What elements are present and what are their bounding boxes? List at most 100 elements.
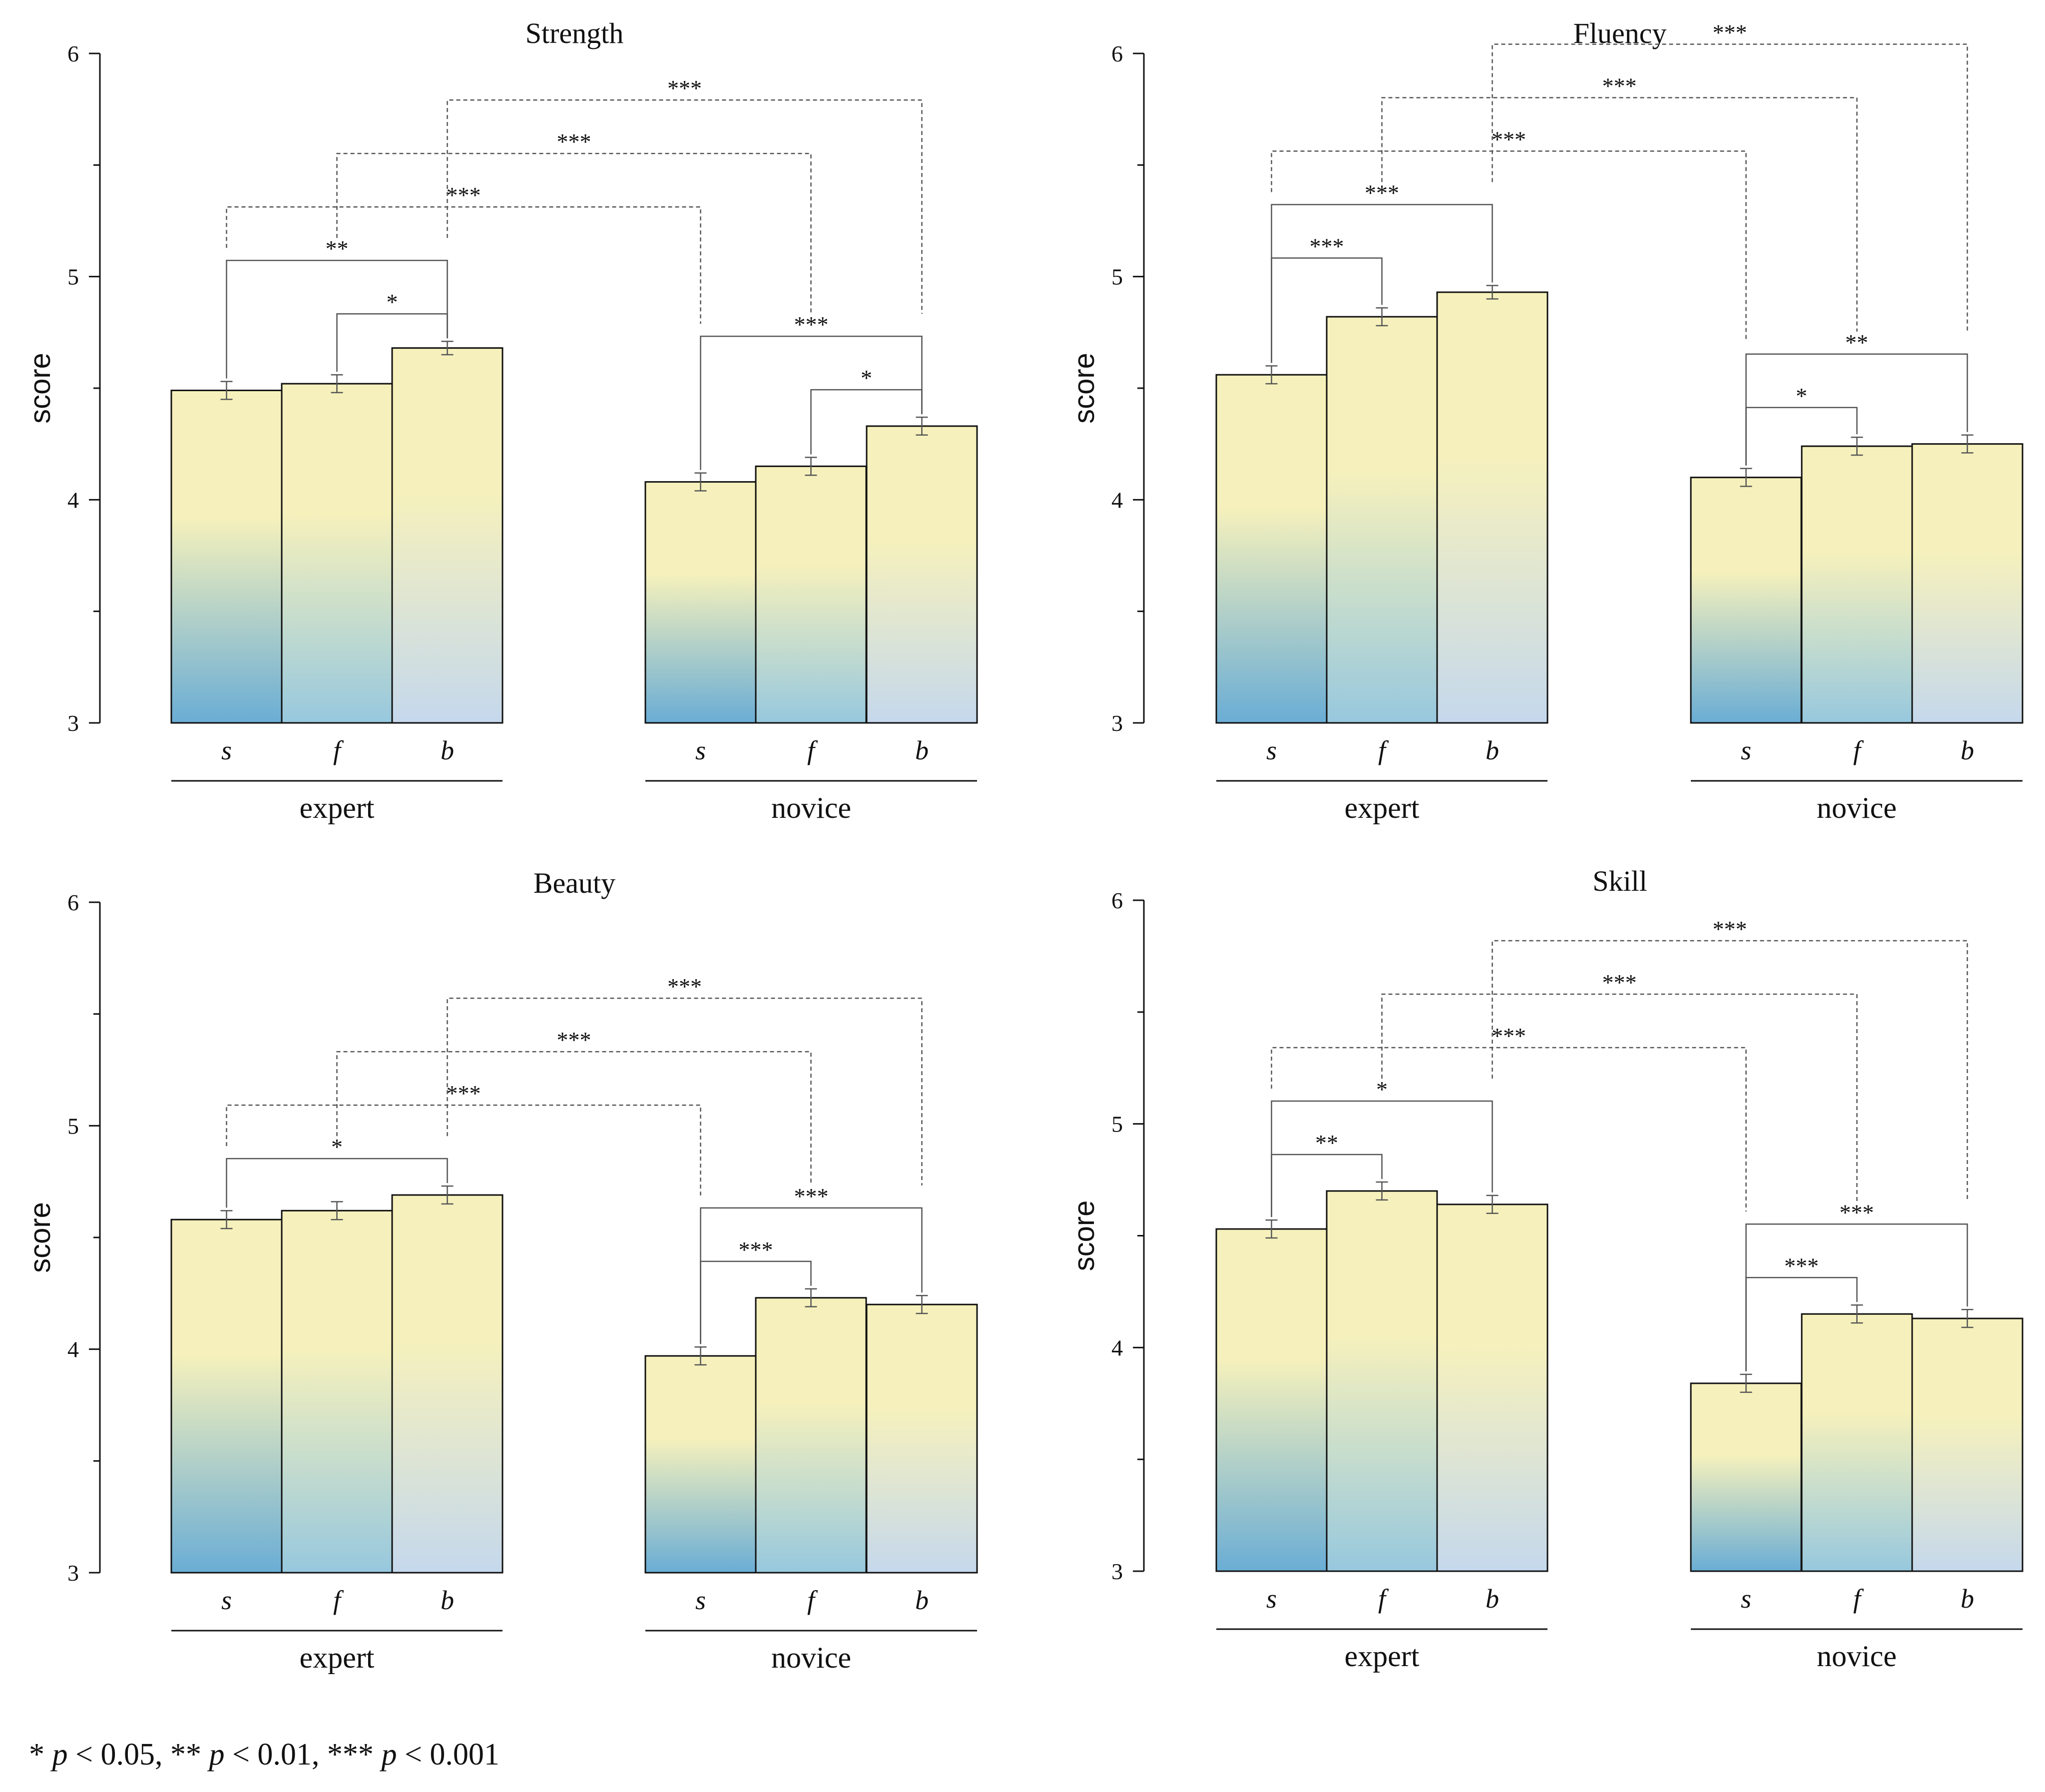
bar-expert-b (391, 1194, 504, 1574)
bar-novice-b (866, 425, 978, 724)
bar-expert-s (1215, 1228, 1328, 1572)
bar-expert-b (1436, 1203, 1548, 1572)
bar-expert-s (1215, 374, 1328, 724)
bar-expert-f (1326, 1190, 1438, 1572)
between-group-bracket (1492, 940, 1968, 1202)
y-tick-label: 6 (67, 890, 79, 915)
significance-stars: *** (1784, 1253, 1819, 1278)
bar-expert-b (1436, 291, 1548, 724)
panel-title: Strength (525, 17, 624, 49)
y-tick-label: 3 (67, 1560, 79, 1586)
between-group-bracket (447, 997, 923, 1186)
category-label: f (1378, 735, 1389, 765)
y-tick-label: 5 (67, 264, 79, 290)
within-group-bracket (1745, 1223, 1968, 1372)
y-tick-label: 3 (1111, 710, 1123, 736)
between-group-bracket (1271, 1047, 1747, 1212)
category-label: f (1378, 1584, 1389, 1614)
significance-stars: *** (447, 1081, 481, 1106)
between-group-bracket (226, 206, 701, 324)
bar-novice-b (866, 1303, 978, 1574)
bar-expert-s (170, 389, 283, 724)
category-label: b (1961, 1584, 1974, 1614)
significance-stars: *** (557, 1027, 591, 1053)
bar-expert-f (1326, 316, 1438, 724)
within-group-bracket (700, 335, 923, 470)
between-group-bracket (1381, 97, 1858, 332)
group-label: novice (1817, 1640, 1897, 1673)
significance-stars: * (861, 365, 872, 391)
bar-novice-s (1690, 477, 1802, 724)
bar-expert-f (281, 1209, 393, 1574)
between-group-bracket (336, 1051, 812, 1186)
significance-stars: *** (1492, 1023, 1526, 1049)
group-label: expert (300, 791, 375, 824)
bar-expert-s (170, 1218, 283, 1574)
between-group-bracket (1492, 43, 1968, 332)
significance-stars: *** (739, 1237, 773, 1262)
between-group-bracket (336, 152, 812, 314)
bar-expert-f (281, 383, 393, 724)
significance-stars: *** (1365, 180, 1399, 206)
category-label: f (333, 1585, 344, 1615)
bar-novice-f (755, 465, 867, 724)
group-label: novice (771, 1641, 851, 1674)
y-tick-label: 5 (67, 1113, 79, 1139)
category-label: f (333, 735, 344, 765)
category-label: s (1741, 735, 1751, 765)
y-axis-label: score (24, 1202, 56, 1273)
category-label: s (221, 735, 232, 765)
category-label: s (695, 1585, 706, 1615)
significance-stars: * (331, 1134, 343, 1160)
significance-stars: * (1376, 1077, 1388, 1102)
between-group-bracket (1271, 150, 1747, 342)
category-label: b (1961, 735, 1974, 765)
panel-title: Skill (1592, 865, 1647, 897)
category-label: f (1853, 735, 1864, 765)
significance-stars: * (1796, 383, 1807, 409)
y-tick-label: 6 (1111, 41, 1123, 66)
category-label: f (807, 1585, 818, 1615)
category-label: b (441, 1585, 454, 1615)
y-tick-label: 3 (1111, 1559, 1123, 1584)
within-group-bracket (1271, 204, 1493, 363)
within-group-bracket (700, 1207, 923, 1344)
significance-stars: *** (667, 974, 702, 999)
category-label: f (807, 735, 818, 765)
significance-stars: ** (1315, 1130, 1338, 1156)
category-label: b (915, 1585, 929, 1615)
bar-novice-b (1911, 1317, 2024, 1572)
significance-stars: *** (1602, 970, 1637, 995)
y-tick-label: 4 (1111, 1335, 1123, 1360)
category-label: b (915, 735, 929, 765)
panel-title: Beauty (533, 867, 615, 899)
significance-stars: *** (447, 182, 481, 208)
category-label: b (441, 735, 454, 765)
within-group-bracket (226, 259, 448, 379)
significance-stars: *** (1713, 20, 1747, 45)
y-tick-label: 3 (67, 710, 79, 736)
significance-stars: *** (1840, 1199, 1874, 1225)
bar-novice-s (644, 481, 757, 724)
within-group-bracket (1271, 1100, 1493, 1217)
category-label: s (1266, 1584, 1277, 1614)
category-label: s (1266, 735, 1277, 765)
significance-stars: ** (1845, 330, 1868, 355)
group-label: expert (1345, 791, 1420, 824)
y-tick-label: 4 (67, 1337, 79, 1362)
group-label: expert (1345, 1640, 1420, 1673)
bar-novice-s (644, 1355, 757, 1574)
significance-footnote: * p < 0.05, ** p < 0.01, *** p < 0.001 (29, 1738, 500, 1772)
y-tick-label: 5 (1111, 1112, 1123, 1137)
within-group-bracket (1745, 353, 1968, 466)
significance-stars: *** (794, 1184, 829, 1209)
group-label: expert (300, 1641, 375, 1674)
significance-stars: ** (326, 236, 349, 261)
bar-novice-s (1690, 1382, 1802, 1572)
significance-stars: *** (1713, 916, 1747, 942)
category-label: b (1486, 735, 1499, 765)
